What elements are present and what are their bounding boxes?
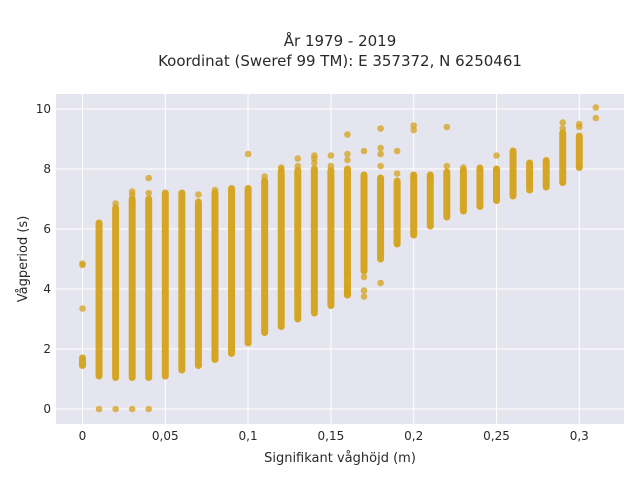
data-point <box>261 173 268 180</box>
data-point <box>344 131 351 138</box>
data-point <box>410 173 417 180</box>
data-point <box>128 405 136 413</box>
chart-title-line-1: År 1979 - 2019 <box>284 31 397 50</box>
data-point <box>393 170 401 177</box>
data-point <box>460 164 467 171</box>
data-point <box>443 123 451 131</box>
y-tick-label: 4 <box>43 282 51 296</box>
tick-labels: 0 0,05 0,1 0,15 0,2 0,25 0,3 0 2 4 6 8 10 <box>36 102 589 443</box>
x-tick-label: 0,2 <box>404 429 423 443</box>
chart-title-line-2: Koordinat (Sweref 99 TM): E 357372, N 62… <box>158 52 522 70</box>
data-point <box>542 156 550 164</box>
data-point <box>559 179 567 186</box>
data-point <box>195 191 202 198</box>
data-point <box>360 147 368 155</box>
x-tick-label: 0,1 <box>239 429 258 443</box>
data-point <box>145 189 153 197</box>
x-axis-title: Signifikant våghöjd (m) <box>264 451 416 466</box>
x-tick-label: 0,3 <box>570 429 589 443</box>
data-point <box>244 150 252 158</box>
y-tick-label: 10 <box>36 102 51 116</box>
y-axis-title: Vågperiod (s) <box>16 216 31 303</box>
data-point <box>145 405 153 413</box>
data-point <box>393 147 401 155</box>
data-point <box>493 165 500 173</box>
data-point <box>493 152 500 159</box>
data-points <box>78 104 600 413</box>
data-point <box>294 162 302 170</box>
data-point <box>145 174 153 182</box>
data-point <box>377 162 384 170</box>
data-point <box>575 123 583 131</box>
data-point <box>360 273 368 281</box>
x-tick-label: 0,25 <box>483 429 510 443</box>
data-point <box>344 156 351 164</box>
data-point <box>327 162 335 170</box>
data-point <box>128 191 136 198</box>
data-point <box>377 279 384 287</box>
data-point <box>476 164 484 171</box>
data-point <box>377 150 384 158</box>
x-tick-label: 0 <box>79 429 87 443</box>
data-point <box>327 152 335 159</box>
data-point <box>426 173 434 180</box>
data-point <box>360 287 368 294</box>
data-point <box>112 405 119 413</box>
y-tick-label: 0 <box>43 402 51 416</box>
data-point <box>112 200 119 207</box>
data-point <box>344 291 351 299</box>
data-point <box>592 114 600 122</box>
data-point <box>377 125 384 132</box>
x-tick-label: 0,05 <box>152 429 179 443</box>
data-point <box>211 186 219 194</box>
y-tick-label: 6 <box>43 222 51 236</box>
data-point <box>559 125 567 132</box>
data-point <box>344 150 351 158</box>
data-point <box>410 126 417 134</box>
plot-area <box>56 94 624 424</box>
x-tick-label: 0,15 <box>318 429 345 443</box>
y-tick-label: 2 <box>43 342 51 356</box>
data-point <box>559 119 567 126</box>
y-tick-label: 8 <box>43 162 51 176</box>
data-point <box>443 162 451 170</box>
data-point <box>592 104 600 111</box>
data-point <box>277 165 285 173</box>
data-point <box>344 270 351 278</box>
data-point <box>79 305 86 312</box>
data-point <box>294 155 302 162</box>
data-point <box>377 144 384 152</box>
data-point <box>575 162 583 170</box>
data-point <box>311 159 318 167</box>
data-point <box>79 261 86 269</box>
data-point <box>95 405 103 413</box>
data-point <box>128 201 136 209</box>
data-point <box>360 293 368 300</box>
